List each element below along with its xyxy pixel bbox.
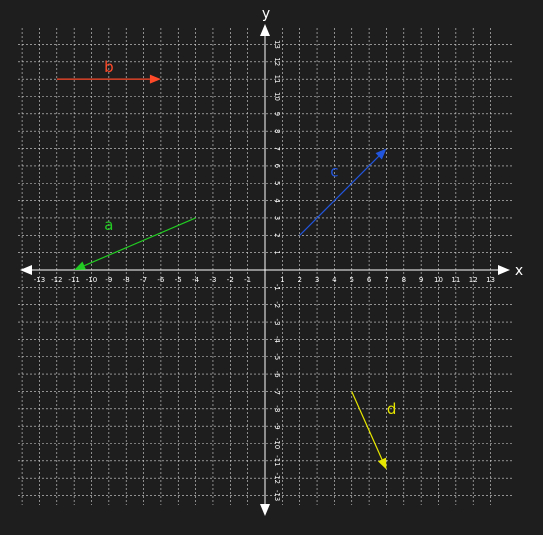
x-tick-label: -10 (86, 276, 97, 284)
y-tick-label: 10 (273, 92, 281, 101)
x-tick-label: 9 (419, 276, 423, 284)
vector-b-label: b (104, 58, 114, 76)
y-tick-label: 9 (273, 112, 281, 116)
vector-b-arrowhead (149, 74, 161, 84)
y-tick-label: 13 (273, 40, 281, 49)
y-axis-label: y (262, 6, 270, 22)
vector-a-label: a (104, 216, 113, 234)
vector-d-shaft (351, 391, 383, 460)
y-tick-label: -12 (273, 472, 281, 483)
x-tick-label: -5 (175, 276, 182, 284)
x-tick-label: -11 (68, 276, 79, 284)
y-tick-label: 2 (273, 233, 281, 237)
x-tick-label: 6 (367, 276, 372, 284)
y-tick-label: -6 (273, 371, 281, 379)
y-tick-label: 1 (273, 250, 281, 254)
vector-c-label: c (330, 162, 338, 180)
x-tick-label: 13 (486, 276, 495, 284)
x-tick-label: -9 (105, 276, 112, 284)
y-tick-label: 3 (273, 216, 281, 220)
vector-d-arrowhead (377, 457, 387, 470)
y-tick-label: 11 (273, 75, 281, 84)
x-tick-label: 11 (451, 276, 460, 284)
vector-c: c (299, 148, 387, 236)
x-tick-label: -2 (227, 276, 234, 284)
y-tick-label: 5 (273, 181, 281, 185)
x-axis-arrow-left (20, 265, 32, 275)
x-axis-label: x (515, 263, 523, 279)
y-tick-label: 8 (273, 129, 281, 133)
x-tick-label: 12 (469, 276, 478, 284)
tick-labels: -13 -12 -11 -10 -9 -8 -7 -6 -5 -4 -3 -2 -1 1 2 3 4 5 6 7 8 9 1… (34, 40, 495, 501)
x-tick-label: -3 (209, 276, 216, 284)
vector-a-shaft (84, 217, 196, 267)
y-tick-label: -7 (273, 388, 281, 395)
y-tick-label: -11 (273, 455, 281, 466)
x-tick-label: 2 (297, 276, 301, 284)
y-tick-label: -10 (273, 438, 281, 449)
x-axis-arrow-right (498, 265, 510, 275)
y-axis-arrow-up (260, 24, 270, 36)
y-tick-label: 4 (273, 198, 281, 203)
y-tick-label: -5 (273, 353, 281, 360)
y-tick-label: -2 (273, 301, 281, 308)
y-tick-label: -1 (273, 284, 281, 291)
y-tick-label: -9 (273, 423, 281, 430)
axes (20, 24, 510, 516)
x-tick-label: 4 (332, 276, 337, 284)
x-tick-label: -4 (192, 276, 200, 284)
x-tick-label: 5 (350, 276, 354, 284)
y-tick-label: -4 (273, 336, 281, 344)
y-tick-label: -8 (273, 405, 281, 412)
y-tick-label: 12 (273, 57, 281, 66)
x-tick-label: -8 (123, 276, 130, 284)
y-tick-label: 6 (273, 164, 281, 169)
vector-d: d (351, 391, 397, 470)
x-tick-label: -12 (51, 276, 62, 284)
y-tick-label: 7 (273, 146, 281, 150)
x-tick-label: 10 (434, 276, 443, 284)
x-tick-label: 3 (315, 276, 319, 284)
vector-c-shaft (299, 155, 380, 236)
vector-d-label: d (387, 400, 397, 418)
x-tick-label: -6 (157, 276, 165, 284)
x-tick-label: 1 (280, 276, 284, 284)
vectors: a b c d (56, 58, 397, 470)
vector-a-arrowhead (74, 261, 87, 270)
vector-b: b (56, 58, 161, 84)
x-tick-label: -7 (140, 276, 147, 284)
grid (18, 28, 512, 505)
vector-c-arrowhead (375, 148, 387, 160)
y-tick-label: -3 (273, 319, 281, 326)
x-tick-label: 8 (402, 276, 406, 284)
x-tick-label: -1 (244, 276, 251, 284)
x-tick-label: 7 (384, 276, 388, 284)
y-tick-label: -13 (273, 490, 281, 501)
x-tick-label: -13 (34, 276, 45, 284)
vector-a: a (74, 216, 196, 270)
y-axis-arrow-down (260, 504, 270, 516)
